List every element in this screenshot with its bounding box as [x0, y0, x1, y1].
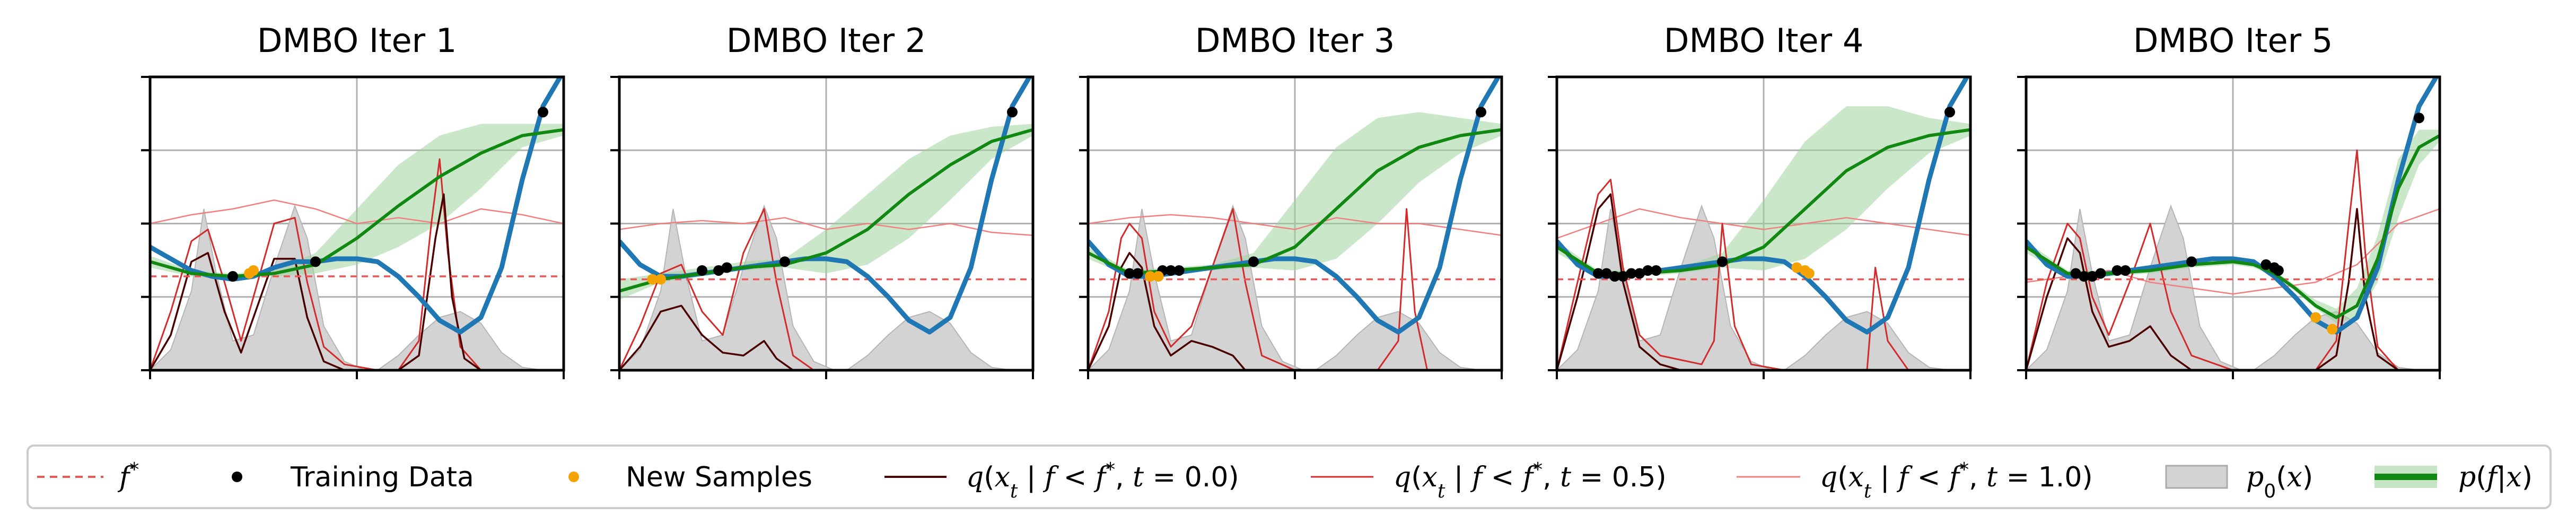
training-point	[1007, 107, 1018, 118]
training-point	[1593, 268, 1604, 279]
q-t0-line	[1088, 252, 1502, 370]
posterior-band	[1557, 106, 1970, 277]
posterior-band	[619, 124, 1033, 300]
training-point	[538, 107, 548, 118]
plot-area	[150, 77, 564, 370]
legend-label-training: Training Data	[290, 461, 474, 493]
training-point	[1476, 107, 1486, 118]
legend: f* Training Data New Samples q(xt | f < …	[27, 444, 2552, 509]
training-point	[2070, 268, 2081, 279]
new-sample-point	[655, 274, 666, 285]
training-point	[1634, 268, 1645, 279]
training-point	[1642, 265, 1653, 276]
training-point	[721, 262, 732, 273]
panels: DMBO Iter 1 DMBO Iter 2 DMBO Iter 3 DMBO It…	[141, 21, 2441, 379]
new-sample-point	[1145, 271, 1155, 282]
training-point	[2087, 271, 2098, 282]
training-point	[2186, 256, 2197, 267]
plot-area	[1557, 77, 1970, 370]
training-point	[2273, 265, 2284, 276]
panel-title: DMBO Iter 2	[726, 21, 926, 60]
q-t1-line	[619, 217, 1033, 236]
new-sample-point	[1153, 271, 1164, 282]
training-point	[1173, 265, 1185, 276]
training-point	[779, 256, 790, 267]
training-point	[1601, 268, 1612, 279]
plot-area	[1088, 77, 1502, 370]
plot-area	[2026, 77, 2440, 370]
p0-area	[619, 204, 1033, 370]
training-point	[227, 271, 238, 282]
q-t0-line	[150, 193, 564, 370]
q-t0-line	[619, 304, 1033, 370]
training-point	[1944, 107, 1955, 118]
posterior-mean-line	[150, 128, 564, 278]
legend-swatch-new	[568, 472, 579, 482]
training-point	[1717, 256, 1728, 267]
new-sample-point	[1791, 262, 1802, 273]
training-point	[2120, 265, 2131, 276]
q-t05-line	[2026, 149, 2440, 370]
q-t1-line	[1088, 214, 1502, 236]
new-sample-point	[2310, 312, 2321, 323]
legend-frame	[27, 444, 2552, 509]
posterior-band	[150, 124, 564, 280]
training-point	[310, 256, 321, 267]
q-t1-line	[1557, 208, 1970, 239]
legend-swatch-training	[232, 472, 242, 482]
training-point	[1626, 268, 1637, 279]
new-sample-point	[2327, 324, 2338, 335]
training-point	[697, 265, 707, 276]
training-point	[1617, 271, 1628, 282]
legend-label-new: New Samples	[626, 461, 812, 493]
panel-5: DMBO Iter 5	[2017, 21, 2441, 379]
panel-1: DMBO Iter 1	[141, 21, 565, 379]
new-sample-point	[647, 274, 658, 285]
q-t0-line	[1557, 193, 1970, 370]
q-t05-line	[1088, 208, 1502, 370]
training-point	[1651, 265, 1662, 276]
legend-swatch-p0	[2165, 465, 2228, 489]
training-point	[2095, 268, 2106, 279]
training-point	[1166, 265, 1176, 276]
training-point	[2414, 112, 2424, 124]
panel-title: DMBO Iter 1	[257, 21, 457, 60]
training-point	[1248, 256, 1259, 267]
q-t05-line	[1557, 179, 1970, 370]
objective-line	[150, 77, 563, 335]
posterior-band	[1088, 112, 1502, 277]
q-t05-line	[150, 158, 564, 370]
panel-title: DMBO Iter 4	[1664, 21, 1864, 60]
training-point	[2079, 271, 2090, 282]
q-t05-line	[619, 208, 1033, 370]
training-point	[1132, 268, 1143, 279]
training-point	[1609, 271, 1620, 282]
legend-label-post: p(f|x)	[2458, 461, 2533, 493]
panel-2: DMBO Iter 2	[610, 21, 1035, 379]
q-t1-line	[150, 199, 564, 224]
posterior-mean-line	[619, 128, 1033, 293]
training-point	[2260, 259, 2272, 270]
panel-4: DMBO Iter 4	[1548, 21, 1972, 379]
panel-title: DMBO Iter 3	[1195, 21, 1395, 60]
training-point	[2111, 265, 2123, 276]
new-sample-point	[1803, 268, 1815, 279]
new-sample-point	[248, 265, 259, 276]
training-point	[1124, 268, 1135, 279]
panel-3: DMBO Iter 3	[1079, 21, 1503, 379]
plot-area	[619, 77, 1033, 370]
q-t0-line	[2026, 208, 2440, 370]
training-point	[713, 265, 724, 276]
panel-title: DMBO Iter 5	[2133, 21, 2333, 60]
